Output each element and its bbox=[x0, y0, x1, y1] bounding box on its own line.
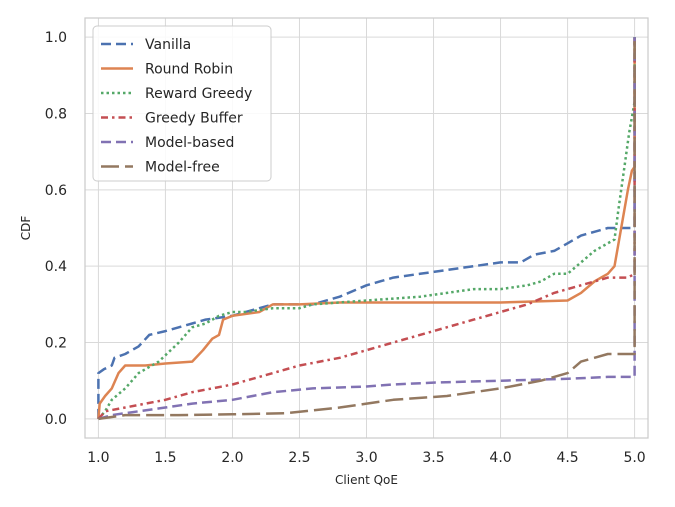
legend-label: Round Robin bbox=[145, 62, 233, 78]
y-tick-labels: 0.0 0.2 0.4 0.6 0.8 1.0 bbox=[45, 30, 67, 428]
y-tick-label: 1.0 bbox=[45, 30, 67, 46]
y-tick-label: 0.2 bbox=[45, 336, 67, 352]
legend-box bbox=[92, 25, 272, 182]
y-tick-label: 0.0 bbox=[45, 412, 67, 428]
series-line-model-free bbox=[98, 37, 636, 421]
x-tick-label: 1.5 bbox=[154, 450, 176, 466]
x-axis-label: Client QoE bbox=[335, 473, 398, 487]
series-line-reward-greedy bbox=[97, 37, 636, 420]
series-line-model-based bbox=[98, 37, 636, 421]
series-line-vanilla bbox=[97, 37, 636, 419]
x-tick-label: 1.0 bbox=[87, 450, 109, 466]
legend-label: Model-free bbox=[145, 160, 220, 176]
x-tick-label: 3.0 bbox=[355, 450, 377, 466]
legend-label: Reward Greedy bbox=[145, 86, 252, 102]
x-tick-label: 5.0 bbox=[623, 450, 645, 466]
legend: Vanilla Round Robin Reward Greedy Greedy Bu… bbox=[92, 25, 272, 182]
y-tick-label: 0.8 bbox=[45, 106, 67, 122]
x-tick-label: 2.5 bbox=[288, 450, 310, 466]
x-tick-label: 4.5 bbox=[556, 450, 578, 466]
legend-label: Model-based bbox=[145, 135, 234, 151]
x-tick-labels: 1.0 1.5 2.0 2.5 3.0 3.5 4.0 4.5 5.0 bbox=[87, 450, 645, 466]
x-tick-label: 3.5 bbox=[422, 450, 444, 466]
plot-frame bbox=[84, 17, 649, 439]
y-tick-label: 0.6 bbox=[45, 183, 67, 199]
x-tick-label: 4.0 bbox=[489, 450, 511, 466]
x-tick-label: 2.0 bbox=[221, 450, 243, 466]
legend-label: Greedy Buffer bbox=[145, 111, 243, 127]
y-axis-label: CDF bbox=[19, 216, 33, 241]
legend-label: Vanilla bbox=[145, 37, 191, 53]
series-lines bbox=[97, 37, 636, 421]
series-line-round-robin bbox=[97, 37, 636, 420]
y-tick-label: 0.4 bbox=[45, 259, 67, 275]
